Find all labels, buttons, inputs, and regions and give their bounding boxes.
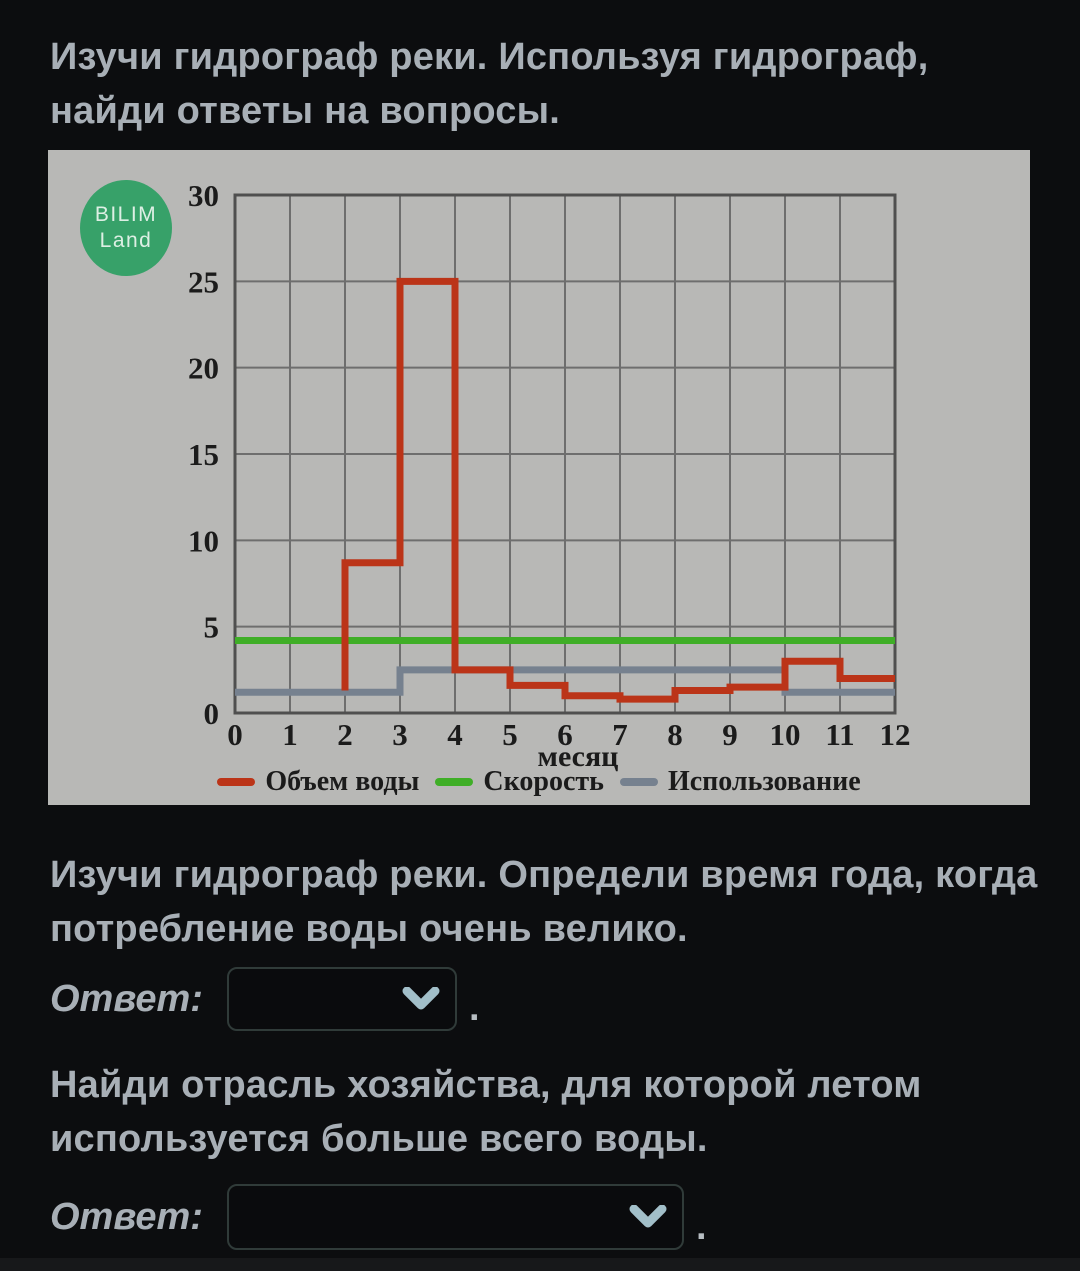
svg-text:3: 3	[392, 717, 408, 752]
svg-text:2: 2	[337, 717, 353, 752]
svg-text:30: 30	[188, 178, 219, 213]
svg-text:12: 12	[880, 717, 911, 752]
svg-text:6: 6	[557, 717, 573, 752]
footer-strip	[0, 1258, 1080, 1271]
legend-item: Скорость	[435, 766, 604, 798]
svg-text:11: 11	[825, 717, 854, 752]
answer-dropdown-1[interactable]	[226, 967, 457, 1031]
svg-text:0: 0	[204, 696, 220, 731]
legend-item: Объем воды	[217, 766, 419, 798]
chevron-down-icon	[629, 1205, 667, 1228]
chart-panel: 0 5 10 15 20 25 30 0 1 2 3 4 5 6 7 8 9 10 11 12 месяц BILIM …	[48, 150, 1030, 805]
intro-text: Изучи гидрограф реки. Используя гидрогра…	[50, 36, 929, 132]
legend-label: Объем воды	[265, 766, 420, 797]
legend-swatch	[435, 778, 474, 786]
svg-text:5: 5	[502, 717, 518, 752]
answer-label-2: Ответ:	[50, 1195, 203, 1238]
svg-text:20: 20	[188, 351, 219, 386]
logo-line1: BILIM	[94, 203, 158, 226]
chevron-down-icon	[402, 987, 440, 1010]
answer-dropdown-2[interactable]	[226, 1184, 684, 1250]
answer-row-1: Ответ: .	[50, 967, 480, 1031]
svg-text:5: 5	[204, 610, 220, 645]
legend-item: Использование	[619, 766, 861, 798]
svg-text:15: 15	[188, 437, 219, 472]
svg-text:0: 0	[227, 717, 243, 752]
chart-legend: Объем воды Скорость Использование	[48, 766, 1030, 798]
legend-swatch	[619, 778, 658, 786]
svg-text:1: 1	[282, 717, 298, 752]
answer-label-1: Ответ:	[50, 977, 203, 1020]
svg-text:7: 7	[612, 717, 628, 752]
legend-label: Использование	[667, 766, 861, 797]
svg-text:месяц: месяц	[538, 740, 619, 773]
svg-text:10: 10	[188, 523, 219, 558]
legend-label: Скорость	[483, 766, 604, 797]
svg-text:10: 10	[770, 717, 801, 752]
answer-2-period: .	[695, 1206, 707, 1248]
svg-text:4: 4	[447, 717, 463, 752]
answer-row-2: Ответ: .	[50, 1184, 707, 1250]
svg-text:8: 8	[667, 717, 683, 752]
svg-text:25: 25	[188, 264, 219, 299]
question-1: Изучи гидрограф реки. Определи время год…	[50, 854, 1038, 950]
answer-1-period: .	[468, 987, 480, 1029]
svg-text:9: 9	[722, 717, 738, 752]
logo-line2: Land	[99, 229, 153, 252]
question-2: Найди отрасль хозяйства, для которой лет…	[50, 1064, 922, 1160]
bilim-land-logo: BILIM Land	[80, 180, 172, 276]
legend-swatch	[217, 778, 256, 786]
